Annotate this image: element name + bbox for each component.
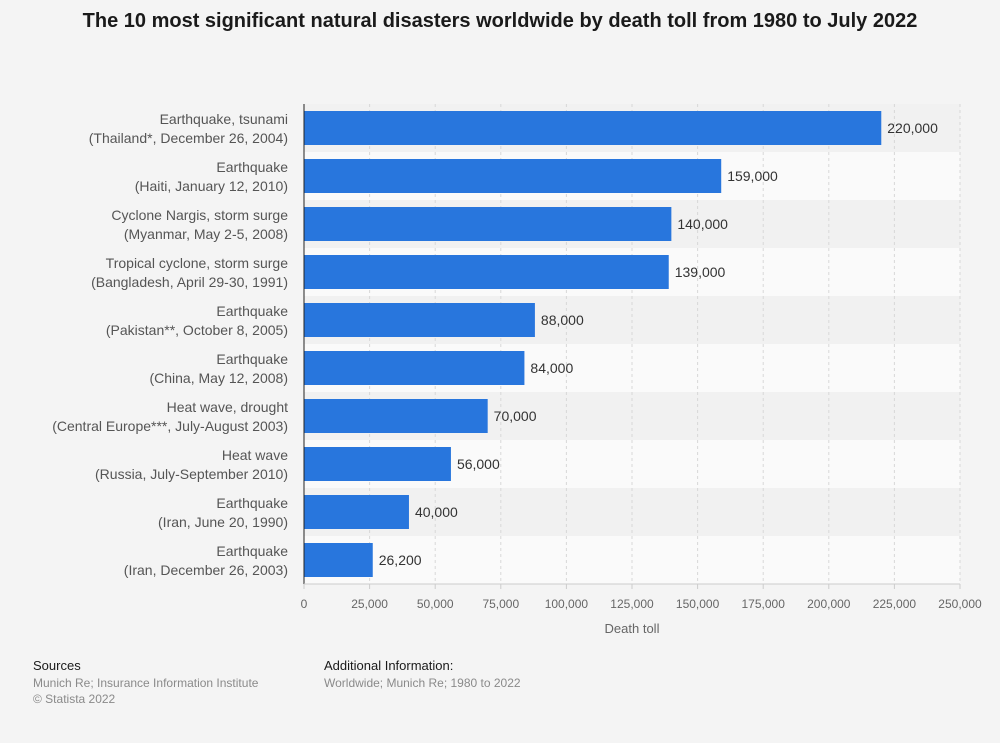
additional-info-block: Additional Information: Worldwide; Munic… [324, 658, 521, 691]
bar [304, 447, 451, 481]
category-label: (Russia, July-September 2010) [95, 466, 288, 482]
additional-info-text: Worldwide; Munich Re; 1980 to 2022 [324, 676, 521, 690]
bar [304, 303, 535, 337]
category-label: Earthquake [216, 303, 288, 319]
bar [304, 207, 672, 241]
bar [304, 399, 488, 433]
sources-text: Munich Re; Insurance Information Institu… [33, 676, 259, 690]
additional-info-heading[interactable]: Additional Information: [324, 658, 454, 673]
category-label: (Myanmar, May 2-5, 2008) [124, 226, 288, 242]
value-label: 220,000 [887, 120, 938, 136]
bar [304, 351, 525, 385]
x-axis-title: Death toll [605, 621, 660, 636]
x-tick-label: 150,000 [676, 597, 720, 611]
sources-heading[interactable]: Sources [33, 658, 81, 673]
x-tick-label: 75,000 [482, 597, 519, 611]
category-label: Earthquake [216, 159, 288, 175]
bar [304, 255, 669, 289]
x-tick-label: 50,000 [417, 597, 454, 611]
category-label: (Bangladesh, April 29-30, 1991) [91, 274, 288, 290]
chart-title: The 10 most significant natural disaster… [82, 10, 918, 32]
category-label: (Iran, December 26, 2003) [124, 562, 288, 578]
category-label: Earthquake, tsunami [160, 111, 288, 127]
bar [304, 111, 882, 145]
category-label: Earthquake [216, 351, 288, 367]
copyright-text: © Statista 2022 [33, 692, 116, 706]
x-tick-label: 225,000 [873, 597, 917, 611]
x-tick-label: 175,000 [742, 597, 786, 611]
category-label: Earthquake [216, 495, 288, 511]
category-label: Tropical cyclone, storm surge [106, 255, 289, 271]
bar [304, 543, 373, 577]
value-label: 140,000 [677, 216, 728, 232]
x-tick-label: 25,000 [351, 597, 388, 611]
value-label: 40,000 [415, 504, 458, 520]
value-label: 139,000 [675, 264, 726, 280]
x-tick-label: 100,000 [545, 597, 589, 611]
value-label: 88,000 [541, 312, 584, 328]
bar [304, 495, 409, 529]
x-tick-label: 0 [301, 597, 308, 611]
x-tick-label: 200,000 [807, 597, 851, 611]
category-label: (Thailand*, December 26, 2004) [89, 130, 288, 146]
x-tick-label: 125,000 [610, 597, 654, 611]
sources-block: Sources Munich Re; Insurance Information… [33, 658, 258, 707]
value-label: 70,000 [494, 408, 537, 424]
category-label: (Iran, June 20, 1990) [158, 514, 288, 530]
category-label: Cyclone Nargis, storm surge [111, 207, 288, 223]
value-label: 56,000 [457, 456, 500, 472]
category-label: (China, May 12, 2008) [149, 370, 288, 386]
category-label: (Central Europe***, July-August 2003) [52, 418, 288, 434]
value-label: 159,000 [727, 168, 778, 184]
category-label: (Pakistan**, October 8, 2005) [106, 322, 288, 338]
value-label: 26,200 [379, 552, 422, 568]
category-label: Earthquake [216, 543, 288, 559]
category-label: Heat wave, drought [167, 399, 289, 415]
bar-chart: 220,000 Earthquake, tsunami (Thailand*, De… [52, 104, 982, 636]
bar [304, 159, 722, 193]
x-tick-label: 250,000 [938, 597, 982, 611]
category-label: Heat wave [222, 447, 288, 463]
value-label: 84,000 [530, 360, 573, 376]
category-label: (Haiti, January 12, 2010) [135, 178, 288, 194]
